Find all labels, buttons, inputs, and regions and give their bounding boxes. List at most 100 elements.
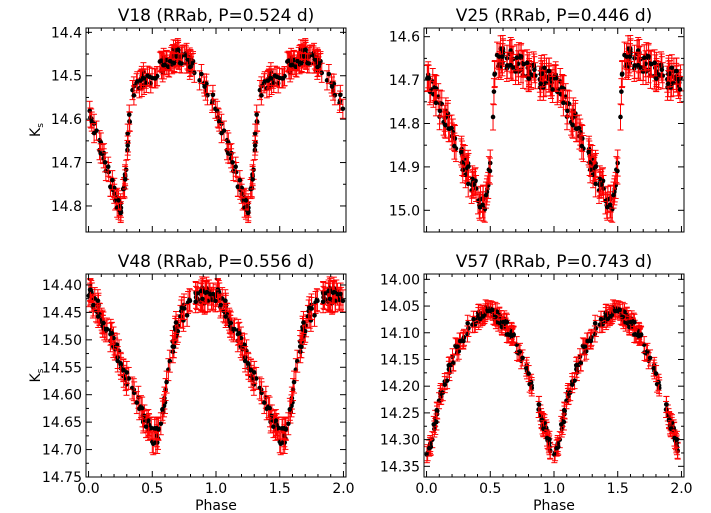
data-point	[549, 75, 556, 103]
data-point	[264, 70, 271, 91]
data-point	[458, 138, 465, 166]
data-point	[181, 296, 188, 320]
data-point	[436, 97, 443, 125]
data-point	[217, 293, 224, 317]
data-point	[124, 135, 131, 156]
data-point	[464, 314, 471, 332]
data-point	[91, 123, 98, 144]
data-point	[616, 301, 623, 319]
chart-title: V25 (RRab, P=0.446 d)	[456, 6, 653, 26]
data-point	[108, 321, 115, 345]
x-tick-label: 2.0	[332, 481, 354, 497]
panel-4: 0.0 0.5 1.0 1.5 2.0 14.00 14.05 14.10 14.15 14.20…	[380, 252, 693, 513]
data-point	[266, 396, 273, 420]
data-point	[626, 43, 633, 71]
data-point	[477, 310, 484, 328]
data-point	[218, 123, 225, 144]
data-point	[126, 104, 133, 125]
data-point	[225, 143, 232, 164]
data-point	[167, 51, 174, 72]
data-point	[159, 397, 166, 421]
data-point	[339, 98, 346, 119]
data-point	[668, 54, 675, 82]
data-point	[311, 49, 318, 70]
x-tick-label: 0.5	[479, 481, 501, 497]
y-axis-label: Ks	[28, 123, 46, 137]
data-point	[149, 67, 156, 88]
y-tick-label: 14.4	[51, 25, 82, 41]
data-point	[602, 307, 609, 325]
data-point	[175, 39, 182, 60]
data-point	[520, 50, 527, 78]
data-point	[294, 51, 301, 72]
data-point	[582, 338, 589, 356]
y-tick-label: 14.00	[380, 272, 420, 288]
data-point	[258, 85, 265, 106]
x-tick-label: 1.0	[205, 481, 227, 497]
data-point	[442, 111, 449, 139]
chart-title: V18 (RRab, P=0.524 d)	[118, 6, 315, 26]
data-point	[494, 41, 501, 69]
data-point	[451, 132, 458, 160]
data-point	[507, 51, 514, 79]
data-point	[658, 56, 665, 84]
x-tick-label: 0.0	[77, 481, 99, 497]
data-point	[604, 310, 611, 328]
y-tick-label: 14.30	[380, 433, 420, 449]
data-point	[87, 278, 94, 302]
x-tick-label: 1.5	[269, 481, 291, 497]
data-point	[573, 356, 580, 374]
data-point	[302, 39, 309, 60]
y-tick-label: 14.70	[42, 443, 82, 459]
data-point	[553, 439, 560, 457]
data-point	[236, 170, 243, 191]
data-point	[448, 114, 455, 142]
y-tick-label: 14.5	[51, 69, 82, 85]
data-point	[525, 365, 532, 383]
data-point	[585, 138, 592, 166]
data-point	[123, 360, 130, 384]
data-point	[465, 152, 472, 181]
data-point	[254, 111, 261, 132]
data-point	[631, 51, 638, 79]
data-point	[510, 326, 517, 344]
data-point	[489, 301, 496, 319]
data-point	[133, 391, 140, 415]
data-point	[155, 417, 162, 441]
data-point	[111, 177, 118, 198]
data-point	[610, 181, 617, 209]
x-axis-label: Phase	[533, 498, 575, 513]
data-point	[270, 415, 277, 439]
y-tick-label: 14.60	[42, 388, 82, 404]
data-point	[560, 89, 567, 117]
data-point	[227, 311, 234, 335]
y-tick-label: 14.8	[51, 199, 82, 215]
data-point	[576, 114, 583, 142]
data-point	[650, 359, 657, 377]
data-point	[252, 135, 259, 156]
data-point	[186, 289, 193, 313]
data-point	[173, 311, 180, 334]
data-point	[251, 360, 258, 384]
data-point	[490, 103, 497, 131]
data-point	[261, 391, 268, 415]
data-point	[97, 143, 104, 164]
data-point	[198, 63, 205, 85]
data-point	[122, 169, 129, 190]
data-point	[276, 67, 283, 88]
y-tick-label: 14.05	[380, 299, 420, 315]
data-point	[331, 280, 338, 304]
data-point	[560, 413, 567, 431]
y-tick-label: 14.6	[389, 30, 420, 46]
data-point	[638, 326, 645, 344]
data-point	[665, 70, 672, 98]
data-point	[592, 314, 599, 332]
data-point	[564, 97, 571, 125]
data-point	[120, 358, 127, 382]
data-point	[224, 130, 231, 151]
data-point	[433, 413, 440, 431]
data-point	[445, 115, 452, 143]
data-point	[286, 397, 293, 421]
data-point	[192, 290, 199, 314]
data-point	[187, 56, 194, 78]
